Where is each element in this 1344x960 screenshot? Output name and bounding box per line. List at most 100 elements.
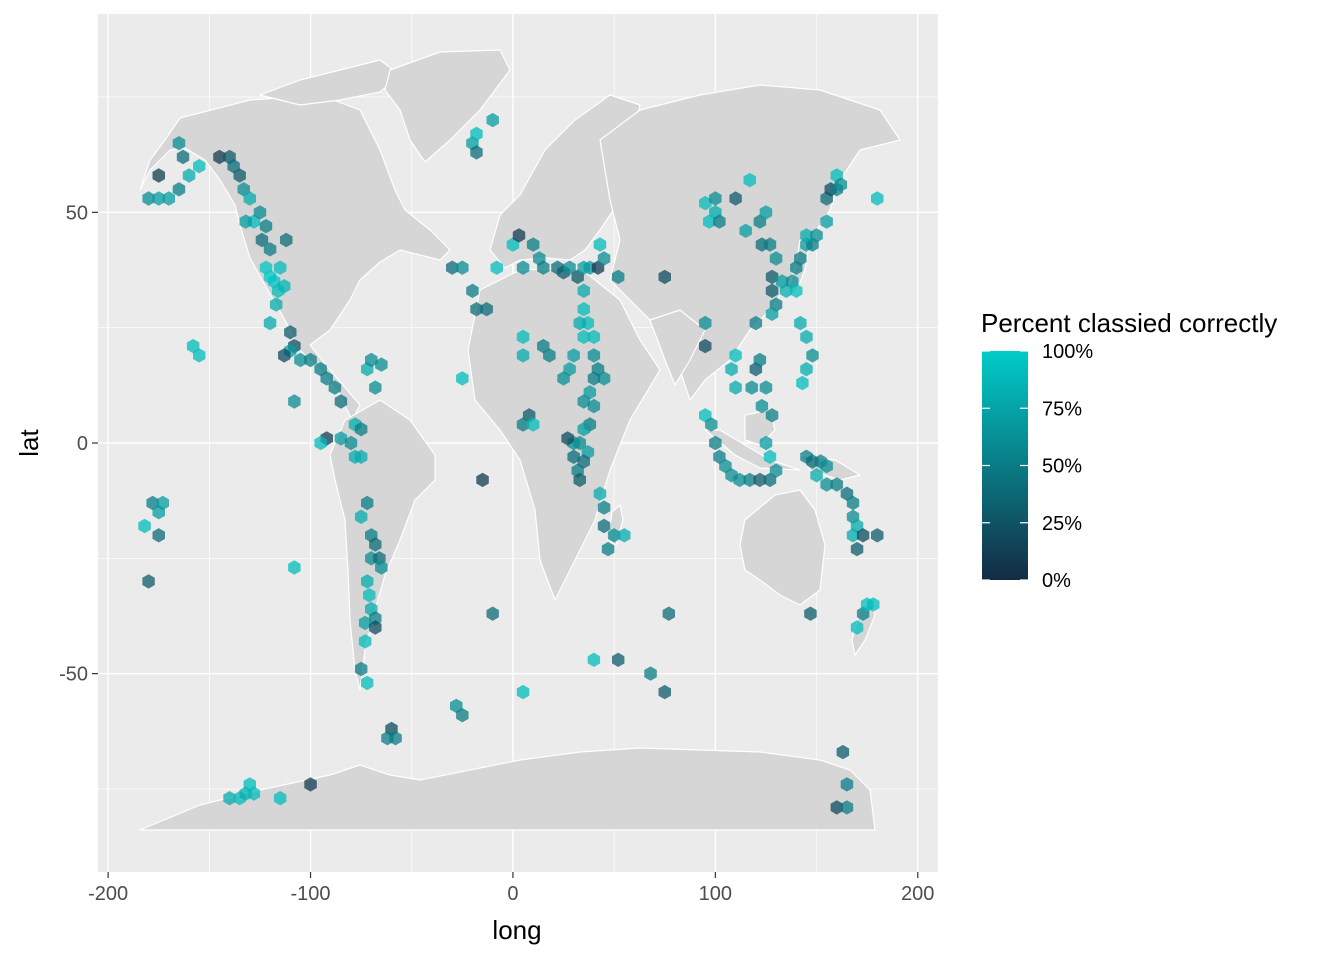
hexbin-cell <box>470 302 483 317</box>
hexbin-cell <box>470 126 483 142</box>
hexbin-cell <box>304 777 317 792</box>
hexbin-cell <box>243 191 256 206</box>
hexbin-cell <box>871 191 884 206</box>
hexbin-cell <box>561 431 574 446</box>
hexbin-cell <box>804 606 817 621</box>
hexbin-cell <box>361 574 374 589</box>
hexbin-cell <box>587 329 601 345</box>
hexbin-cell <box>182 168 196 183</box>
hexbin-cell <box>644 666 657 681</box>
hexbin-cell <box>755 398 769 414</box>
hexbin-cell <box>344 435 358 451</box>
hexbin-cell <box>612 652 625 667</box>
hexbin-cell <box>577 283 590 298</box>
hexbin-cell <box>450 698 463 714</box>
hexbin-cell <box>516 417 530 432</box>
hexbin-cell <box>759 205 773 220</box>
hexbin-cell <box>354 661 368 677</box>
hexbin-cell <box>699 408 712 423</box>
hexbin-cell <box>577 422 590 437</box>
hexbin-cell <box>763 472 777 488</box>
hexbin-cell <box>856 528 870 543</box>
hexbin-cell <box>480 302 493 317</box>
hexbin-cell <box>526 417 540 432</box>
hexbin-cell <box>288 560 301 575</box>
hexbin-cell <box>152 168 165 183</box>
hexbin-cell <box>537 338 550 354</box>
hexbin-cell <box>765 283 779 298</box>
hexbin-cell <box>334 394 348 409</box>
hexbin-cell <box>294 352 307 368</box>
hexbin-cell <box>850 541 864 557</box>
hexbin-cell <box>753 214 767 229</box>
hexbin-cell <box>577 329 590 345</box>
hexbin-cell <box>354 422 368 437</box>
hexbin-cell <box>820 477 833 492</box>
hexbin-cell <box>601 541 615 557</box>
hexbin-cell <box>490 260 503 275</box>
hexbin-cell <box>794 251 807 266</box>
x-tick-label: 200 <box>901 883 934 905</box>
hexbin-cell <box>193 348 206 363</box>
y-tick-label: -50 <box>59 664 88 686</box>
x-tick-label: -200 <box>88 883 128 905</box>
hexbin-cell <box>733 472 746 488</box>
hexbin-cell <box>759 435 773 451</box>
hexbin-cell <box>358 615 372 631</box>
hexbin-cell <box>820 214 833 229</box>
x-axis-title: long <box>492 915 541 945</box>
hexbin-cell <box>375 357 388 372</box>
hexbin-cell <box>278 279 291 294</box>
hexbin-cell <box>587 371 601 386</box>
hexbin-cell <box>800 228 813 243</box>
hexbin-cell <box>486 112 499 128</box>
hexbin-cell <box>591 260 605 275</box>
hexbin-cell <box>557 371 570 386</box>
hexbin-cell <box>567 348 580 363</box>
hexbin-cell <box>729 348 742 363</box>
hexbin-cell <box>840 486 854 501</box>
hexbin-cell <box>830 477 843 492</box>
hexbin-cell <box>156 495 169 511</box>
hexbin-cell <box>239 214 252 229</box>
hexbin-cell <box>790 283 803 298</box>
hexbin-cell <box>713 449 726 464</box>
hexbin-cell <box>834 177 848 192</box>
hexbin-cell <box>543 348 556 363</box>
hexbin-cell <box>763 449 777 464</box>
hexbin-cell <box>446 260 459 275</box>
hexbin-cell <box>662 606 675 621</box>
legend-ticks: 100% 75% 50% 25% 0% <box>982 341 1093 592</box>
hexbin-cell <box>769 463 783 478</box>
hexbin-cell <box>255 232 269 248</box>
hexbin-cell <box>729 191 742 206</box>
hexbin-cell <box>577 394 590 409</box>
hexbin-cell <box>699 338 712 354</box>
hexbin-cell <box>476 472 489 488</box>
hexbin-cell <box>516 684 530 700</box>
land-greenland <box>384 49 511 163</box>
hexbin-cell <box>780 283 793 298</box>
hexbin-cell <box>269 297 283 312</box>
hexbin-cell <box>273 260 287 275</box>
hexbin-cell <box>537 260 550 275</box>
hexbin-cell <box>365 352 378 368</box>
hexbin-cell <box>597 251 611 266</box>
hexbin-cell <box>753 472 767 488</box>
y-tick-label: 0 <box>77 433 88 455</box>
hexbin-cell <box>142 574 155 589</box>
hexbin-cell <box>796 375 809 391</box>
hexbin-cell <box>369 380 382 395</box>
legend-tick-label: 0% <box>1042 570 1071 592</box>
hexbin-cell <box>186 338 200 354</box>
hexbin-cell <box>765 408 779 423</box>
hexbin-cell <box>820 458 833 474</box>
hexbin-cell <box>456 371 469 386</box>
hexbin-cell <box>263 242 277 257</box>
hexbin-cell <box>765 306 779 321</box>
hexbin-cell <box>699 195 712 211</box>
x-tick-label: 100 <box>699 883 732 905</box>
hexbin-cell <box>699 315 712 331</box>
hexbin-cell <box>709 191 722 206</box>
